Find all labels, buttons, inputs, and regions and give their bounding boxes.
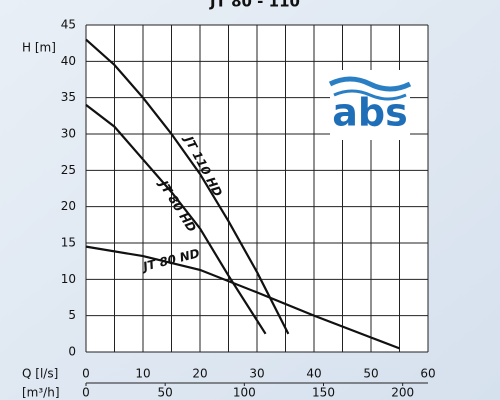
- x2-tick-label: 50: [158, 386, 173, 400]
- x2-tick-label: 150: [312, 386, 335, 400]
- x-tick-label: 20: [192, 367, 207, 381]
- y-tick-label: 15: [61, 236, 76, 250]
- y-tick-label: 5: [68, 308, 76, 322]
- chart-title: JT 80 - 110: [209, 0, 300, 11]
- logo-wave: [333, 89, 407, 101]
- logo-wave: [328, 76, 412, 92]
- x2-axis-label: [m³/h]: [22, 386, 60, 400]
- logo-text: abs: [332, 91, 407, 135]
- x2-tick-label: 100: [233, 386, 256, 400]
- y-tick-label: 30: [61, 127, 76, 141]
- y-tick-label: 10: [61, 272, 76, 286]
- y-axis-label: H [m]: [22, 41, 56, 55]
- x-tick-label: 0: [82, 367, 90, 381]
- y-tick-label: 45: [61, 18, 76, 32]
- y-tick-label: 0: [68, 345, 76, 359]
- y-tick-label: 20: [61, 199, 76, 213]
- x-tick-label: 60: [420, 367, 435, 381]
- y-tick-label: 25: [61, 163, 76, 177]
- curve: [85, 245, 400, 350]
- curve: [85, 104, 267, 335]
- x2-tick-label: 200: [391, 386, 414, 400]
- curve: [85, 38, 290, 335]
- y-tick-label: 40: [61, 54, 76, 68]
- y-tick-label: 35: [61, 90, 76, 104]
- x-tick-label: 30: [249, 367, 264, 381]
- x-tick-label: 40: [306, 367, 321, 381]
- x-axis-label: Q [l/s]: [22, 367, 58, 381]
- x-tick-label: 50: [363, 367, 378, 381]
- x2-tick-label: 0: [82, 386, 90, 400]
- logo: abs: [328, 70, 412, 140]
- x-tick-label: 10: [135, 367, 150, 381]
